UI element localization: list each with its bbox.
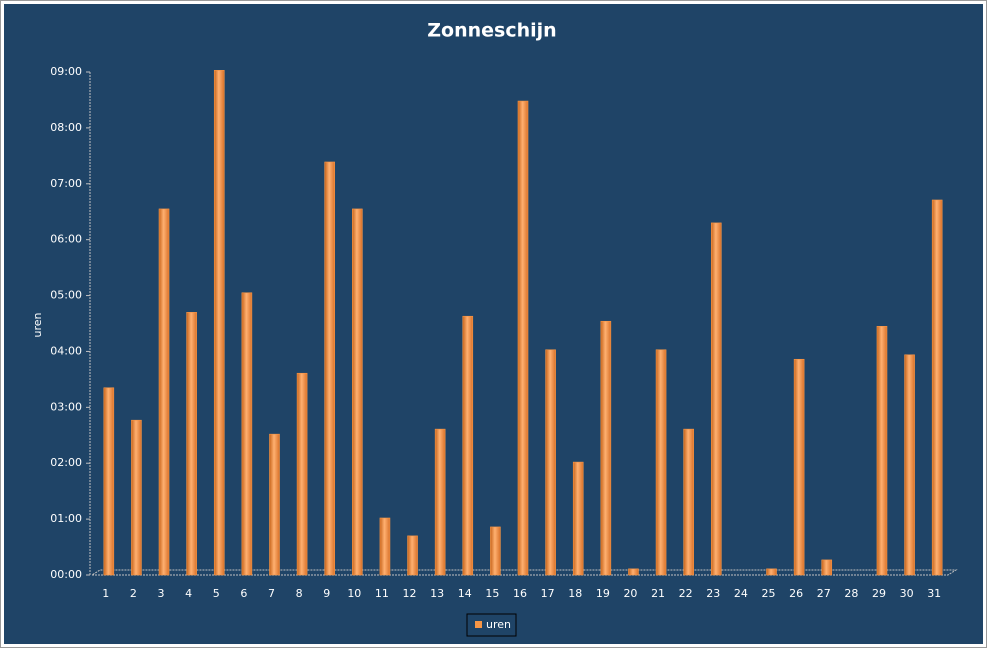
bar [158, 208, 170, 576]
bar [904, 354, 915, 576]
bar [628, 568, 639, 576]
x-tick-label: 25 [762, 587, 776, 600]
x-tick-label: 10 [347, 587, 361, 600]
bar [572, 461, 584, 576]
x-tick-label: 22 [679, 587, 693, 600]
y-tick-label: 07:00 [50, 177, 82, 190]
bar [186, 312, 197, 576]
bar [766, 568, 777, 576]
x-tick-label: 18 [568, 587, 582, 600]
x-tick-label: 23 [706, 587, 720, 600]
y-tick-label: 02:00 [50, 456, 82, 469]
x-tick-label: 29 [872, 587, 886, 600]
x-tick-label: 30 [900, 587, 914, 600]
bar [434, 428, 446, 576]
x-tick-label: 9 [323, 587, 330, 600]
y-tick-label: 04:00 [50, 344, 82, 357]
bar [131, 419, 142, 576]
bar [545, 349, 556, 576]
bar [600, 320, 612, 576]
x-tick-label: 24 [734, 587, 748, 600]
bar [379, 517, 391, 576]
y-tick-label: 08:00 [50, 121, 82, 134]
bar [462, 315, 474, 576]
x-tick-label: 13 [430, 587, 444, 600]
x-tick-label: 15 [485, 587, 499, 600]
x-tick-label: 21 [651, 587, 665, 600]
x-tick-label: 17 [541, 587, 555, 600]
y-tick-label: 06:00 [50, 233, 82, 246]
x-tick-label: 27 [817, 587, 831, 600]
legend-label: uren [486, 618, 511, 631]
legend-marker [475, 621, 482, 628]
y-tick-label: 09:00 [50, 65, 82, 78]
bar [710, 222, 722, 576]
y-tick-label: 00:00 [50, 568, 82, 581]
x-tick-label: 19 [596, 587, 610, 600]
bar [931, 199, 943, 576]
bar [655, 349, 667, 576]
y-tick-label: 03:00 [50, 400, 82, 413]
bar [407, 535, 418, 576]
bar [876, 325, 888, 576]
x-tick-label: 16 [513, 587, 527, 600]
x-tick-label: 1 [102, 587, 109, 600]
x-tick-label: 28 [844, 587, 858, 600]
x-tick-label: 4 [185, 587, 192, 600]
chart-title: Zonneschijn [427, 20, 556, 42]
bar [793, 358, 805, 576]
bar [352, 208, 363, 576]
bar [296, 372, 308, 576]
bar [269, 433, 280, 576]
x-tick-label: 5 [213, 587, 220, 600]
x-tick-label: 31 [927, 587, 941, 600]
x-tick-label: 14 [458, 587, 472, 600]
x-tick-label: 6 [240, 587, 247, 600]
x-tick-label: 11 [375, 587, 389, 600]
x-tick-label: 12 [403, 587, 417, 600]
y-tick-label: 01:00 [50, 512, 82, 525]
x-tick-label: 3 [158, 587, 165, 600]
legend-box [466, 613, 517, 637]
bar [517, 100, 529, 576]
x-tick-label: 26 [789, 587, 803, 600]
bar [103, 387, 115, 576]
bar [821, 559, 833, 576]
x-tick-label: 8 [296, 587, 303, 600]
x-tick-label: 7 [268, 587, 275, 600]
bar [683, 428, 694, 576]
y-tick-label: 05:00 [50, 289, 82, 302]
x-tick-label: 2 [130, 587, 137, 600]
bar [490, 526, 501, 576]
bar [241, 292, 253, 576]
x-tick-label: 20 [623, 587, 637, 600]
bar [213, 70, 225, 576]
bar [324, 161, 336, 576]
y-axis-label: uren [31, 312, 44, 337]
